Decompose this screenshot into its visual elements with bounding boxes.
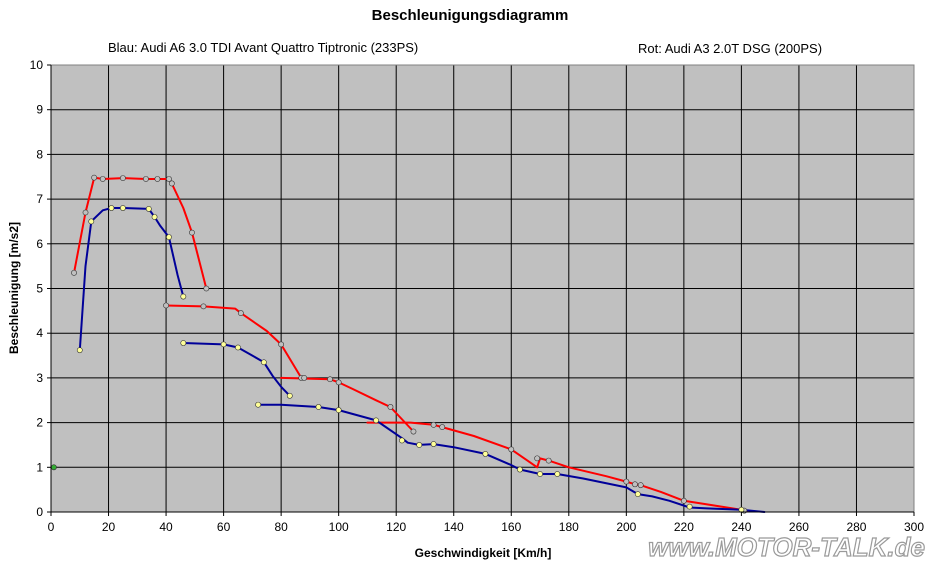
x-tick-label: 120 xyxy=(386,520,406,534)
data-point xyxy=(554,471,561,477)
y-tick-label: 3 xyxy=(36,371,43,385)
data-point xyxy=(387,404,394,410)
data-point xyxy=(235,344,241,351)
x-tick-label: 180 xyxy=(559,520,579,534)
data-point xyxy=(151,214,158,220)
x-tick-label: 140 xyxy=(444,520,464,534)
data-point xyxy=(516,466,523,473)
data-point xyxy=(632,481,638,488)
x-tick-label: 200 xyxy=(616,520,636,534)
data-points xyxy=(50,174,748,514)
y-tick-label: 4 xyxy=(36,326,43,340)
y-tick-label: 1 xyxy=(36,460,43,474)
series-1-segment-2 xyxy=(257,403,421,446)
y-tick-label: 0 xyxy=(36,505,43,519)
x-tick-label: 20 xyxy=(102,520,116,534)
x-tick-label: 0 xyxy=(48,520,55,534)
data-point xyxy=(335,407,342,413)
y-tick-label: 9 xyxy=(36,103,43,117)
data-point xyxy=(220,341,227,348)
y-axis-label: Beschleunigung [m/s2] xyxy=(7,222,21,354)
x-tick-label: 40 xyxy=(159,520,173,534)
series-0-segment-0 xyxy=(73,176,208,290)
data-point xyxy=(537,471,543,477)
series-1-segment-3 xyxy=(418,443,766,513)
data-point xyxy=(482,450,489,457)
y-tick-label: 10 xyxy=(30,58,44,72)
data-point xyxy=(327,376,333,383)
x-tick-label: 220 xyxy=(674,520,694,534)
data-point xyxy=(278,341,285,348)
data-point xyxy=(260,359,267,366)
data-point xyxy=(71,269,77,276)
x-tick-label: 240 xyxy=(731,520,751,534)
data-point xyxy=(335,379,342,386)
x-axis-label: Geschwindigkeit [Km/h] xyxy=(415,546,552,560)
data-point xyxy=(166,176,172,182)
data-point xyxy=(623,478,630,485)
data-point xyxy=(399,437,405,444)
data-point xyxy=(634,491,641,498)
data-point xyxy=(430,441,437,447)
x-tick-label: 260 xyxy=(789,520,809,534)
y-tick-label: 6 xyxy=(36,237,43,251)
data-point xyxy=(373,417,379,424)
series-0-segment-3 xyxy=(366,421,541,469)
y-tick-label: 7 xyxy=(36,192,43,206)
data-point xyxy=(76,347,83,354)
x-tick-label: 80 xyxy=(274,520,288,534)
x-tick-labels: 0 20 40 60 80 100 120 140 160 180 200 220 240 260 280 3… xyxy=(48,512,924,534)
data-point xyxy=(108,205,115,211)
data-point xyxy=(508,446,515,453)
data-point xyxy=(143,176,149,182)
data-point xyxy=(203,285,210,292)
data-point xyxy=(430,421,437,428)
data-point xyxy=(680,497,687,504)
data-point xyxy=(120,205,126,211)
series-1-segment-0 xyxy=(78,207,185,352)
y-tick-label: 8 xyxy=(36,147,43,161)
subtitle-red: Rot: Audi A3 2.0T DSG (200PS) xyxy=(638,41,822,56)
data-point xyxy=(301,374,308,381)
data-point xyxy=(255,401,262,408)
data-point xyxy=(163,302,169,309)
x-tick-label: 100 xyxy=(329,520,349,534)
data-point xyxy=(180,293,187,300)
data-point xyxy=(637,482,644,489)
data-point xyxy=(168,180,175,187)
data-point xyxy=(82,209,89,216)
data-point xyxy=(200,303,207,310)
data-point xyxy=(88,218,95,225)
data-point xyxy=(145,206,152,212)
y-tick-label: 2 xyxy=(36,416,43,430)
data-point xyxy=(120,175,126,181)
chart-title: Beschleunigungsdiagramm xyxy=(372,7,569,24)
data-point xyxy=(286,392,293,399)
x-tick-label: 60 xyxy=(217,520,231,534)
watermark: www.MOTOR-TALK.de xyxy=(648,532,925,562)
data-point xyxy=(50,464,57,471)
data-point xyxy=(189,229,195,236)
subtitle-blue: Blau: Audi A6 3.0 TDI Avant Quattro Tipt… xyxy=(108,40,418,55)
data-point xyxy=(439,424,446,430)
y-tick-label: 5 xyxy=(36,282,43,296)
x-tick-label: 280 xyxy=(846,520,866,534)
data-point xyxy=(410,428,417,435)
data-point xyxy=(166,234,172,240)
data-point xyxy=(180,340,187,346)
data-point xyxy=(416,442,423,448)
data-point xyxy=(534,455,541,462)
data-point xyxy=(99,176,106,182)
data-point xyxy=(315,404,322,410)
data-point xyxy=(91,174,98,181)
data-point xyxy=(237,310,244,316)
y-tick-labels: 0 1 2 3 4 5 6 7 8 9 10 xyxy=(30,58,51,519)
series-0-segment-1 xyxy=(165,304,306,379)
x-tick-label: 300 xyxy=(904,520,924,534)
data-point xyxy=(545,457,552,464)
data-point xyxy=(686,503,693,510)
x-tick-label: 160 xyxy=(501,520,521,534)
data-point xyxy=(154,176,161,182)
